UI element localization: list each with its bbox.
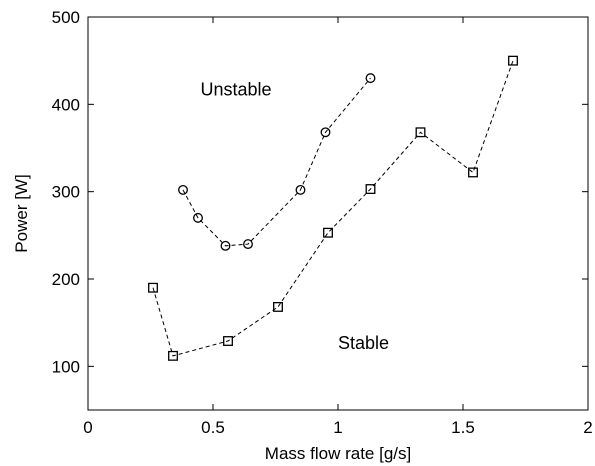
- x-tick-label: 2: [583, 418, 592, 437]
- series-line: [152, 60, 514, 357]
- y-tick-label: 200: [52, 270, 80, 289]
- series-group: [148, 55, 518, 361]
- x-axis-label: Mass flow rate [g/s]: [265, 444, 411, 463]
- annotation-unstable: Unstable: [201, 80, 272, 100]
- square-marker: [508, 55, 518, 66]
- y-axis-label: Power [W]: [12, 174, 31, 252]
- x-tick-label: 0: [83, 418, 92, 437]
- circle-marker: [320, 127, 331, 138]
- tick-labels: 0 0.5 1 1.5 2 100 200 300 400 500: [52, 8, 593, 437]
- y-tick-label: 500: [52, 8, 80, 27]
- square-marker: [468, 167, 478, 178]
- annotation-stable: Stable: [338, 333, 389, 353]
- series-2: [148, 55, 518, 361]
- y-tick-label: 400: [52, 95, 80, 114]
- series-1: [178, 73, 376, 251]
- x-tick-label: 1.5: [451, 418, 475, 437]
- square-marker: [148, 282, 158, 293]
- square-marker: [168, 350, 178, 361]
- axis-ticks: [87, 16, 589, 410]
- annotations: Unstable Stable: [201, 80, 390, 353]
- circle-marker: [243, 239, 253, 250]
- circle-marker: [220, 240, 231, 251]
- square-marker: [273, 301, 283, 312]
- x-tick-label: 0.5: [201, 418, 225, 437]
- circle-marker: [365, 73, 376, 84]
- square-marker: [323, 227, 333, 238]
- x-tick-label: 1: [333, 418, 342, 437]
- circle-marker: [178, 184, 188, 195]
- y-tick-label: 300: [52, 183, 80, 202]
- series-line: [182, 77, 371, 247]
- y-tick-label: 100: [52, 357, 80, 376]
- square-marker: [415, 127, 426, 138]
- circle-marker: [295, 184, 306, 195]
- square-marker: [365, 184, 376, 194]
- circle-marker: [193, 212, 203, 223]
- square-marker: [223, 336, 233, 346]
